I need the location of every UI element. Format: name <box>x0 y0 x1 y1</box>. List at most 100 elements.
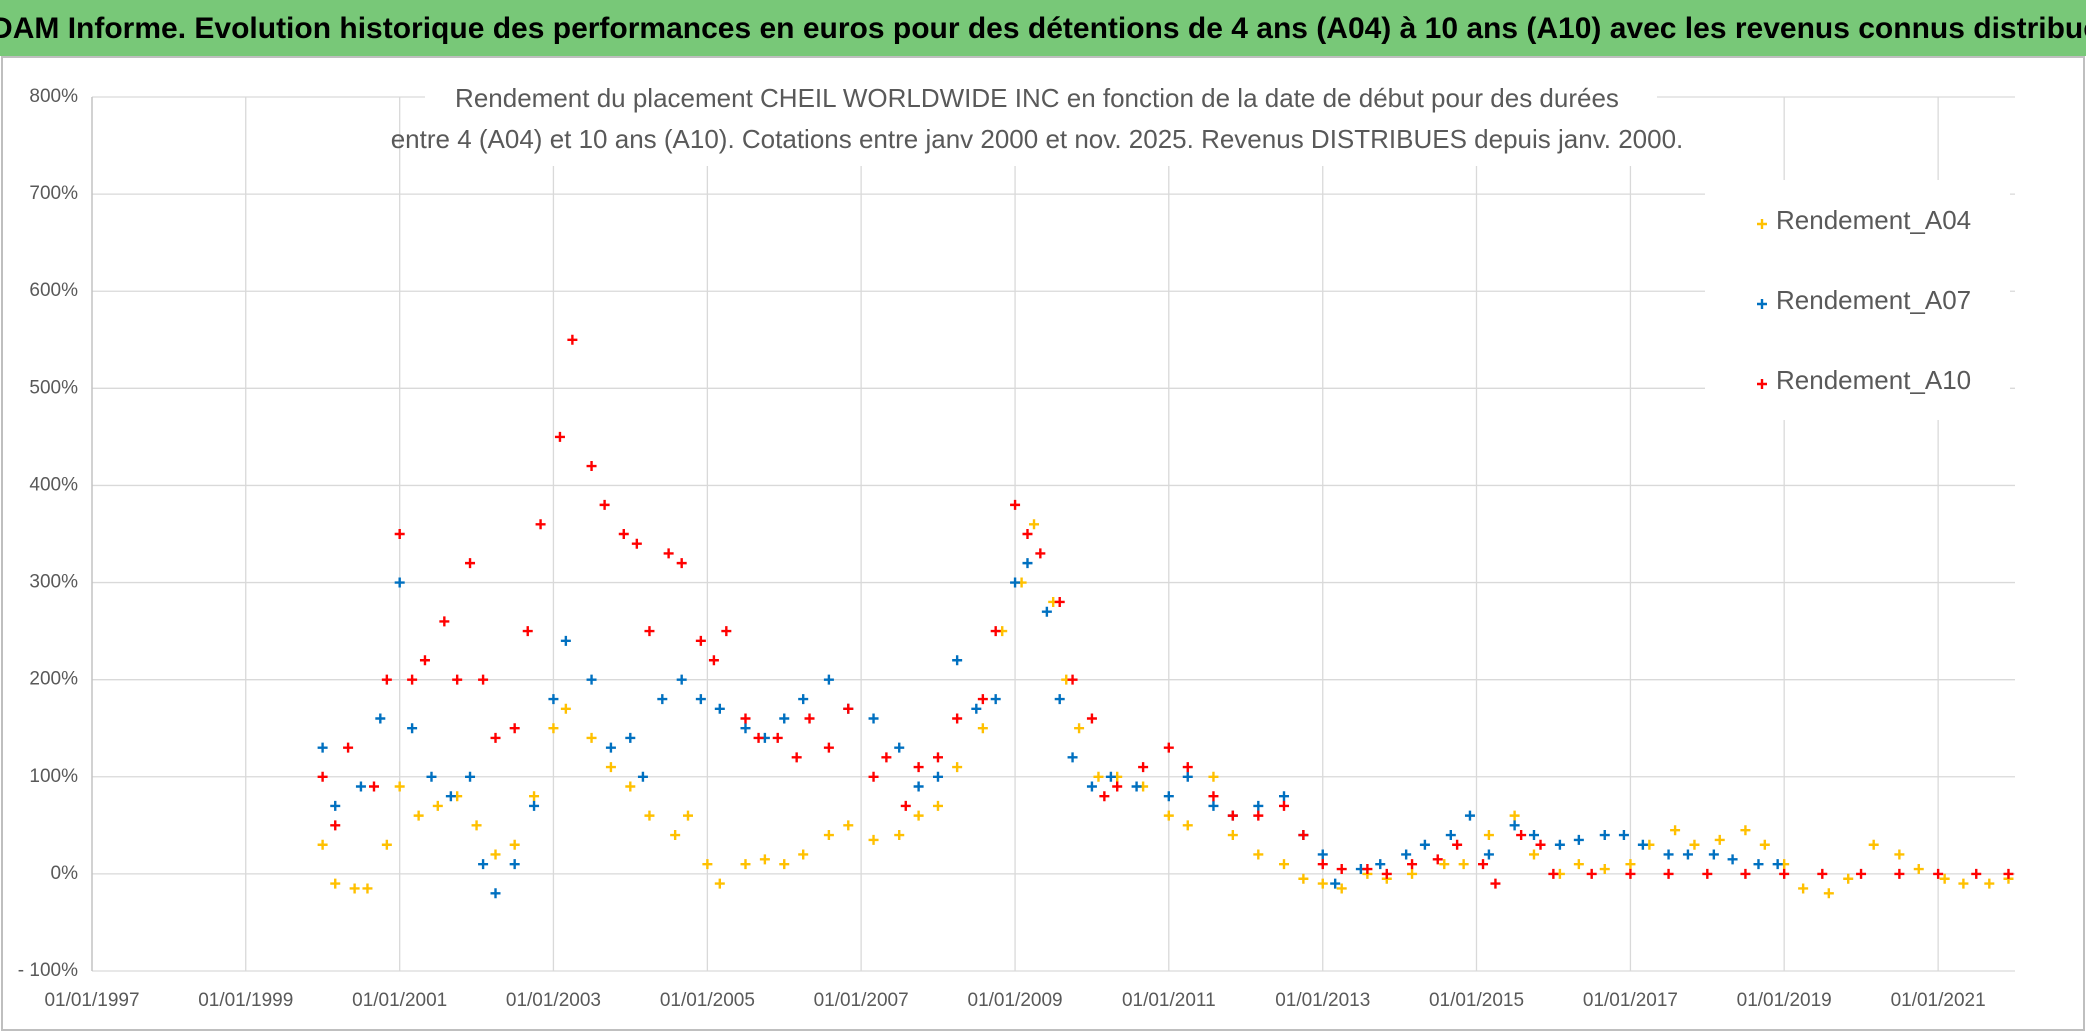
scatter-point <box>522 626 533 637</box>
scatter-point <box>529 791 540 802</box>
scatter-point <box>1753 859 1764 870</box>
scatter-point <box>490 849 501 860</box>
scatter-point <box>1279 859 1289 870</box>
scatter-point <box>452 674 463 685</box>
legend-box <box>1705 180 2010 420</box>
scatter-point <box>1112 781 1123 792</box>
scatter-point <box>1279 791 1289 802</box>
scatter-point <box>740 859 751 870</box>
scatter-point <box>465 558 476 569</box>
scatter-point <box>1599 864 1610 875</box>
scatter-point <box>471 820 482 831</box>
scatter-point <box>708 655 719 666</box>
scatter-point <box>478 674 489 685</box>
scatter-point <box>913 762 924 773</box>
scatter-point <box>823 742 834 753</box>
x-tick-label: 01/01/2009 <box>968 990 1063 1011</box>
scatter-point <box>1253 849 1264 860</box>
scatter-point <box>548 723 559 734</box>
x-tick-label: 01/01/2001 <box>352 990 447 1011</box>
scatter-point <box>381 839 392 850</box>
scatter-point <box>426 771 437 782</box>
y-tick-label: 300% <box>29 572 78 593</box>
scatter-point <box>1074 723 1085 734</box>
scatter-point <box>1330 878 1341 889</box>
scatter-point <box>1509 820 1520 831</box>
scatter-point <box>1182 762 1193 773</box>
scatter-point <box>349 883 360 894</box>
scatter-point <box>560 635 571 646</box>
y-tick-label: 600% <box>29 280 78 301</box>
x-tick-label: 01/01/2019 <box>1737 990 1832 1011</box>
scatter-point <box>977 723 988 734</box>
scatter-point <box>1010 499 1021 510</box>
scatter-point <box>1573 859 1584 870</box>
scatter-point <box>740 723 751 734</box>
y-tick-label: 500% <box>29 377 78 398</box>
scatter-point <box>1516 830 1527 841</box>
scatter-point <box>932 800 943 811</box>
scatter-point <box>798 694 809 705</box>
scatter-point <box>490 732 501 743</box>
scatter-point <box>625 781 636 792</box>
scatter-point <box>355 781 366 792</box>
y-tick-label: 100% <box>29 766 78 787</box>
scatter-point <box>1637 839 1648 850</box>
scatter-point <box>932 752 943 763</box>
scatter-point <box>1401 849 1412 860</box>
scatter-point <box>1625 868 1636 879</box>
scatter-point <box>1772 859 1783 870</box>
scatter-point <box>1227 810 1238 821</box>
scatter-point <box>432 800 443 811</box>
scatter-point <box>1029 519 1040 530</box>
scatter-point <box>1478 859 1489 870</box>
scatter-point <box>631 538 642 549</box>
y-tick-label: 400% <box>29 474 78 495</box>
scatter-point <box>1336 864 1347 875</box>
scatter-point <box>1253 810 1264 821</box>
scatter-point <box>1279 800 1289 811</box>
legend-label: Rendement_A07 <box>1776 285 1971 315</box>
scatter-point <box>394 529 405 539</box>
scatter-point <box>670 830 681 841</box>
x-tick-label: 01/01/2013 <box>1275 990 1370 1011</box>
scatter-point <box>1163 791 1174 802</box>
scatter-point <box>625 732 636 743</box>
scatter-point <box>529 800 540 811</box>
scatter-point <box>990 694 1001 705</box>
scatter-point <box>952 713 963 724</box>
scatter-point <box>439 616 450 627</box>
scatter-point <box>1041 606 1052 617</box>
header-band <box>0 0 2086 56</box>
scatter-point <box>509 839 520 850</box>
chart-title: entre 4 (A04) et 10 ans (A10). Cotations… <box>391 124 1684 154</box>
scatter-point <box>1689 839 1700 850</box>
scatter-point <box>1682 849 1693 860</box>
scatter-point <box>1253 800 1264 811</box>
scatter-point <box>1445 830 1456 841</box>
scatter-point <box>1131 781 1142 792</box>
scatter-point <box>1548 868 1559 879</box>
legend-marker <box>1757 299 1767 309</box>
scatter-point <box>1298 873 1309 884</box>
scatter-point <box>714 878 725 889</box>
scatter-point <box>368 781 379 792</box>
scatter-point <box>586 732 597 743</box>
scatter-point <box>676 674 687 685</box>
scatter-point <box>663 548 674 559</box>
scatter-point <box>362 883 373 894</box>
scatter-point <box>695 635 706 646</box>
scatter-point <box>586 674 597 685</box>
scatter-point <box>1093 771 1104 782</box>
scatter-point <box>1798 883 1809 894</box>
scatter-point <box>1490 878 1501 889</box>
scatter-point <box>560 703 571 714</box>
scatter-point <box>586 461 597 472</box>
scatter-point <box>868 713 879 724</box>
scatter-point <box>407 723 418 734</box>
scatter-point <box>1843 873 1854 884</box>
scatter-point <box>759 854 770 865</box>
scatter-point <box>490 888 501 899</box>
scatter-point <box>509 723 520 734</box>
scatter-point <box>1067 674 1078 685</box>
